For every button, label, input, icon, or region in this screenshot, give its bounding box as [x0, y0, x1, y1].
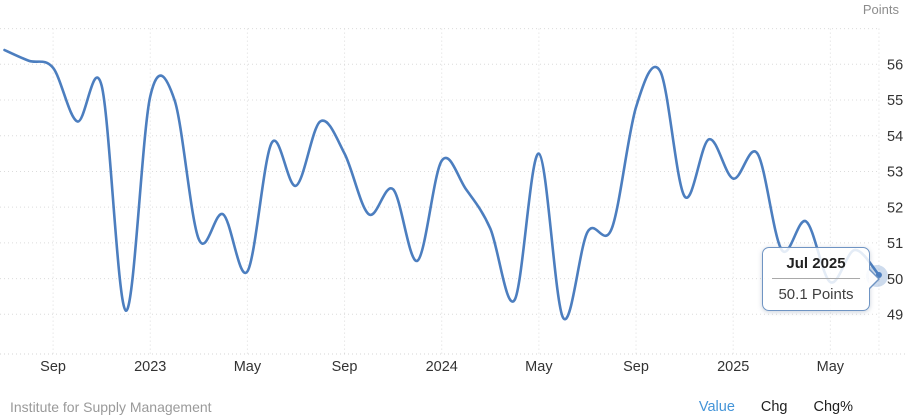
tab-chg[interactable]: Chg	[760, 398, 788, 415]
tab-chg[interactable]: Chg%	[813, 398, 854, 415]
footer-tabs: Value Chg Chg%	[699, 399, 853, 415]
y-tick-label: 56	[887, 58, 903, 74]
x-tick-label: May	[817, 359, 845, 375]
y-tick-label: 55	[887, 93, 903, 109]
y-tick-label: 49	[887, 307, 903, 323]
tooltip-value: 50.1 Points	[778, 286, 854, 303]
x-tick-label: Sep	[623, 359, 649, 375]
y-tick-label: 53	[887, 165, 903, 181]
tab-value[interactable]: Value	[698, 398, 735, 415]
x-tick-label: May	[525, 359, 553, 375]
y-tick-label: 52	[887, 200, 903, 216]
x-tick-label: May	[234, 359, 262, 375]
y-tick-label: 54	[887, 129, 903, 145]
x-tick-label: 2025	[717, 359, 749, 375]
source-label: Institute for Supply Management	[10, 398, 212, 415]
pmi-series-line[interactable]	[3, 48, 881, 321]
tooltip-divider	[772, 278, 860, 279]
x-tick-label: Sep	[40, 359, 66, 375]
y-tick-label: 51	[887, 236, 903, 252]
chart-footer: Institute for Supply Management Value Chg…	[0, 393, 905, 420]
tooltip-date: Jul 2025	[786, 255, 846, 272]
y-tick-label: 50	[887, 272, 903, 288]
chart-tooltip: Jul 2025 50.1 Points	[762, 247, 880, 311]
x-tick-label: 2023	[134, 359, 166, 375]
x-tick-label: Sep	[332, 359, 358, 375]
x-tick-label: 2024	[426, 359, 458, 375]
y-axis-title: Points	[862, 2, 899, 17]
